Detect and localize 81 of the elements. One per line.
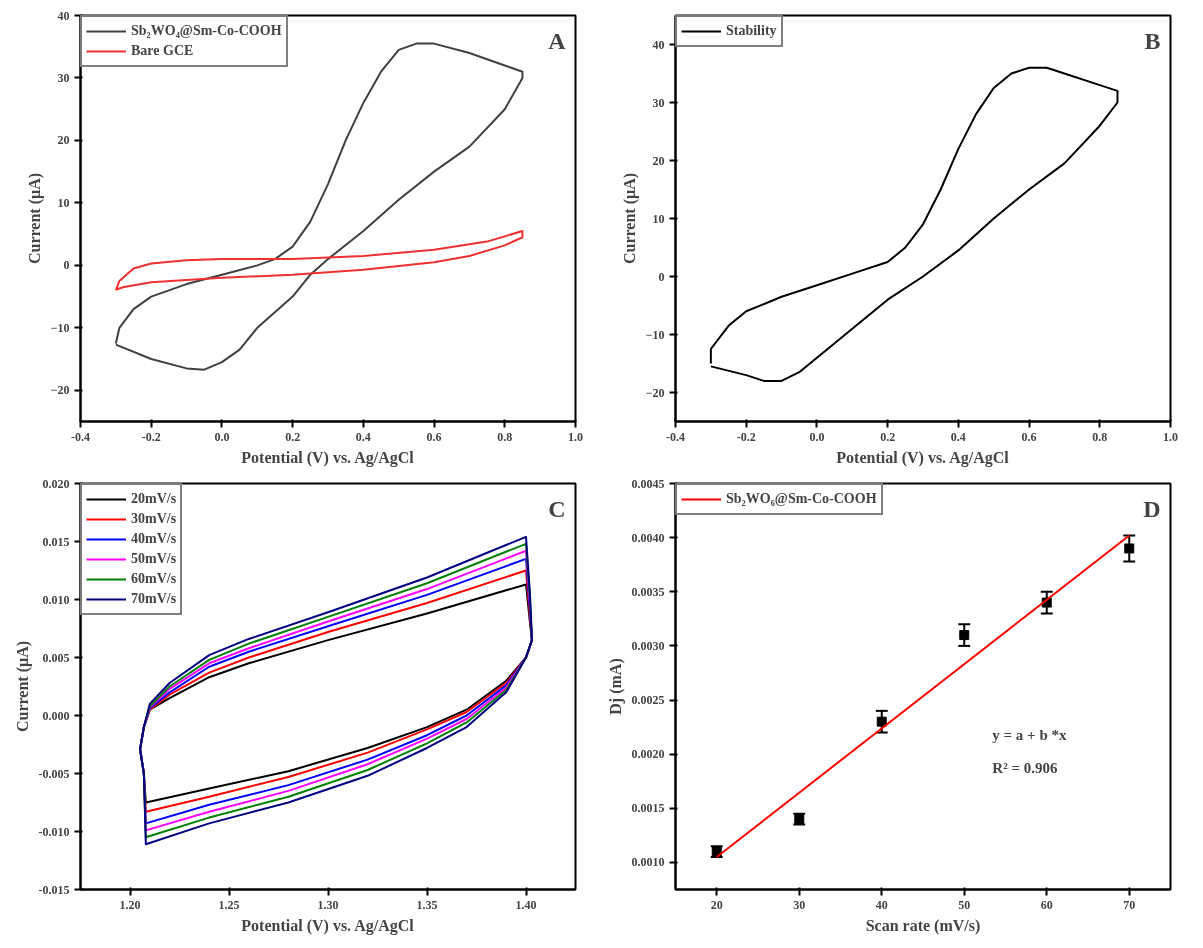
y-tick-label: 0.0020	[631, 747, 665, 762]
legend-label: 30mV/s	[131, 510, 177, 528]
y-tick-label: 0	[658, 269, 665, 284]
y-tick-label: 0.0035	[631, 584, 665, 599]
y-tick-label: 10	[57, 195, 70, 210]
y-tick-label: 0.0040	[631, 530, 665, 545]
y-tick-label: 0.020	[42, 476, 70, 491]
legend-label: 50mV/s	[131, 550, 177, 568]
x-tick-label: 40	[875, 897, 888, 912]
y-tick-label: 0.0045	[631, 476, 665, 491]
legend-label: 60mV/s	[131, 570, 177, 588]
x-tick-label: 0.2	[880, 429, 896, 444]
annotation: C	[548, 495, 566, 522]
y-tick-label: 0.010	[42, 592, 70, 607]
y-tick-label: −10	[645, 327, 665, 342]
x-tick-label: 0.0	[809, 429, 825, 444]
x-tick-label: 0.6	[1021, 429, 1037, 444]
x-tick-label: 60	[1040, 897, 1053, 912]
x-tick-label: -0.2	[141, 429, 161, 444]
y-tick-label: 0.000	[42, 708, 70, 723]
legend-label: Sb₂WO₄@Sm-Co-COOH	[131, 22, 282, 40]
y-axis-title: Dj (mA)	[606, 658, 625, 715]
x-tick-label: 1.40	[515, 897, 537, 912]
x-tick-label: 0.4	[950, 429, 966, 444]
x-tick-label: 1.30	[317, 897, 339, 912]
x-axis-title: Potential (V) vs. Ag/AgCl	[836, 448, 1010, 467]
y-tick-label: 0.015	[42, 534, 70, 549]
x-tick-label: 1.35	[416, 897, 438, 912]
x-tick-label: 0.8	[1092, 429, 1108, 444]
y-tick-label: 0.0010	[631, 855, 665, 870]
legend-label: Stability	[726, 22, 777, 40]
y-tick-label: 10	[652, 211, 665, 226]
y-tick-label: -0.010	[38, 824, 70, 839]
y-tick-label: 30	[57, 70, 70, 85]
x-tick-label: 0.0	[214, 429, 230, 444]
x-tick-label: 70	[1123, 897, 1136, 912]
y-tick-label: 0.0025	[631, 693, 665, 708]
x-tick-label: 0.4	[355, 429, 371, 444]
x-tick-label: 0.2	[285, 429, 301, 444]
y-tick-label: 30	[652, 95, 665, 110]
x-tick-label: 1.0	[1163, 429, 1178, 444]
y-tick-label: -0.015	[38, 882, 70, 897]
annotation: A	[548, 27, 567, 54]
y-axis-title: Current (µA)	[620, 172, 639, 265]
annotation: B	[1144, 27, 1161, 54]
y-tick-label: −20	[50, 383, 70, 398]
annotation: y = a + b *x	[992, 727, 1067, 744]
y-tick-label: −10	[50, 320, 70, 335]
x-tick-label: 50	[958, 897, 971, 912]
x-axis-title: Potential (V) vs. Ag/AgCl	[241, 916, 415, 935]
legend-label: Bare GCE	[131, 42, 194, 60]
legend-label: Sb₂WO₆@Sm-Co-COOH	[726, 490, 877, 508]
x-tick-label: -0.4	[71, 429, 90, 444]
y-tick-label: 0.0015	[631, 801, 665, 816]
y-tick-label: 40	[57, 8, 70, 23]
annotation: D	[1143, 495, 1161, 522]
x-tick-label: 0.6	[426, 429, 442, 444]
y-tick-label: 0.005	[42, 650, 70, 665]
y-tick-label: 20	[57, 133, 70, 148]
y-axis-title: Current (µA)	[25, 172, 44, 265]
x-tick-label: -0.2	[736, 429, 756, 444]
y-tick-label: -0.005	[38, 766, 70, 781]
x-tick-label: 1.0	[568, 429, 583, 444]
annotation: R² = 0.906	[992, 759, 1058, 776]
x-tick-label: 20	[710, 897, 723, 912]
y-tick-label: −20	[645, 385, 665, 400]
x-tick-label: 0.8	[497, 429, 513, 444]
y-axis-title: Current (µA)	[13, 640, 32, 733]
x-tick-label: 30	[793, 897, 806, 912]
y-tick-label: 40	[652, 37, 665, 52]
x-tick-label: -0.4	[666, 429, 685, 444]
x-tick-label: 1.25	[218, 897, 240, 912]
x-tick-label: 1.20	[119, 897, 141, 912]
y-tick-label: 20	[652, 153, 665, 168]
y-tick-label: 0.0030	[631, 638, 665, 653]
x-axis-title: Potential (V) vs. Ag/AgCl	[241, 448, 415, 467]
legend-label: 70mV/s	[131, 590, 177, 608]
x-axis-title: Scan rate (mV/s)	[865, 916, 981, 935]
legend-label: 20mV/s	[131, 490, 177, 508]
y-tick-label: 0	[63, 258, 70, 273]
legend-label: 40mV/s	[131, 530, 177, 548]
